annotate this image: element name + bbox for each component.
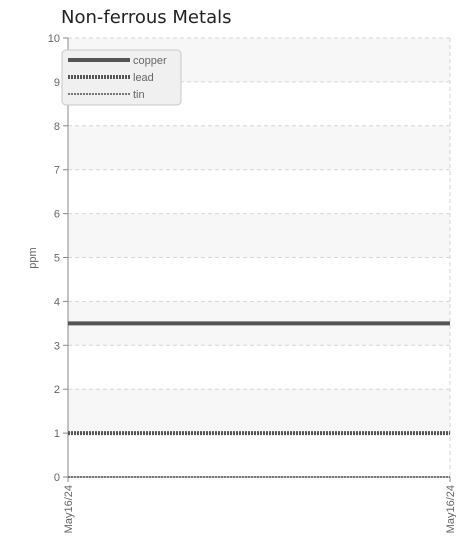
legend-box xyxy=(61,49,182,106)
legend-label-copper[interactable]: copper xyxy=(133,55,167,67)
legend-label-tin[interactable]: tin xyxy=(133,89,145,101)
y-tick-label: 0 xyxy=(54,472,60,484)
series-lines xyxy=(68,321,450,478)
legend-label-lead[interactable]: lead xyxy=(133,72,154,84)
y-tick-label: 9 xyxy=(54,77,60,89)
y-tick-label: 4 xyxy=(54,296,60,308)
chart-title: Non-ferrous Metals xyxy=(61,7,232,28)
x-tick-label: May16/24 xyxy=(445,485,456,533)
legend[interactable]: copper lead tin xyxy=(61,49,182,106)
plot-band xyxy=(68,125,450,170)
y-axis-ticks: 0 1 2 3 4 5 6 7 8 9 10 xyxy=(48,33,68,484)
x-tick-label: May16/24 xyxy=(63,485,75,533)
y-tick-label: 7 xyxy=(54,165,60,177)
plot-band xyxy=(68,389,450,434)
y-tick-label: 10 xyxy=(48,33,60,45)
plot-band xyxy=(68,213,450,258)
y-tick-label: 1 xyxy=(54,428,60,440)
y-tick-label: 2 xyxy=(54,384,60,396)
y-tick-label: 5 xyxy=(54,253,60,265)
y-axis-label: ppm xyxy=(27,247,39,268)
y-tick-label: 3 xyxy=(54,340,60,352)
x-axis-ticks: May16/24 May16/24 xyxy=(63,477,456,533)
y-tick-label: 8 xyxy=(54,121,60,133)
y-tick-label: 6 xyxy=(54,209,60,221)
